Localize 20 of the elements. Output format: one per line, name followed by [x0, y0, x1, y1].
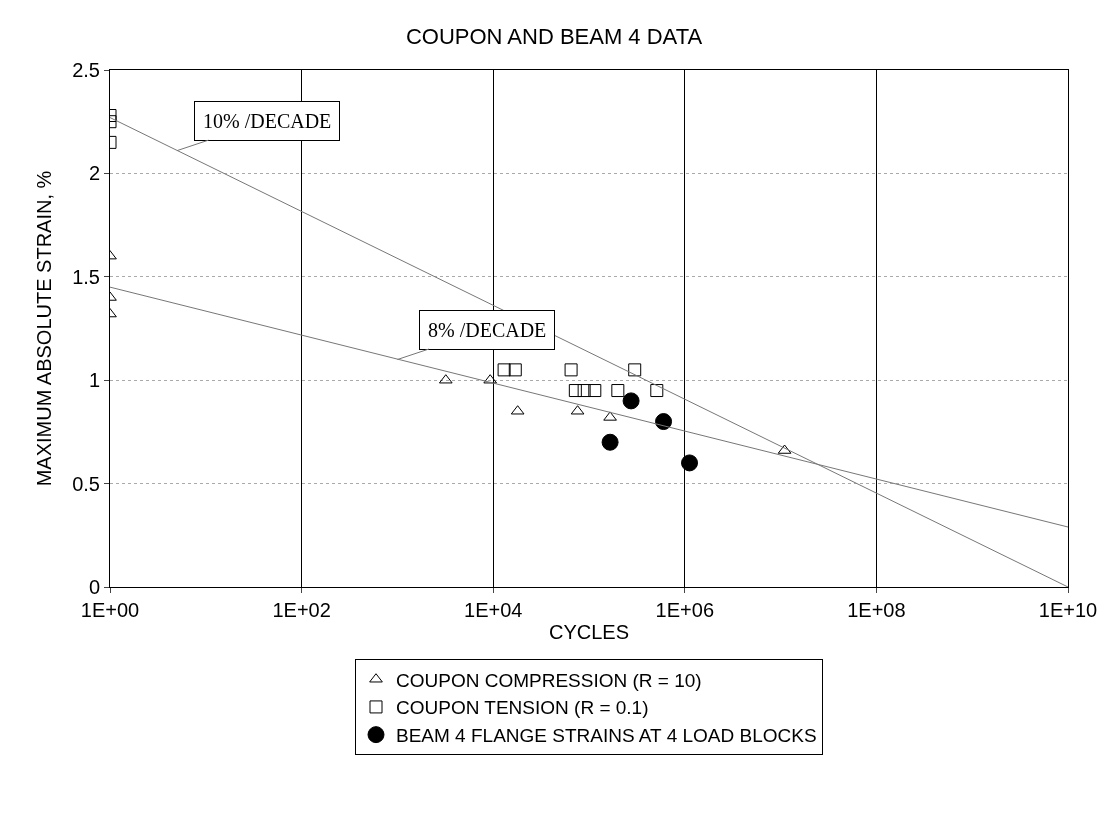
y-tick-label: 2	[88, 162, 100, 185]
legend-label: BEAM 4 FLANGE STRAINS AT 4 LOAD BLOCKS	[396, 725, 817, 747]
y-tick-label: 1	[88, 369, 100, 392]
y-tick-label: 2.5	[72, 59, 100, 81]
x-tick-label: 1E+04	[464, 599, 523, 621]
y-tick-label: 0.5	[72, 472, 100, 495]
x-axis-title: CYCLES	[548, 620, 630, 643]
legend-label: COUPON COMPRESSION (R = 10)	[396, 669, 702, 691]
x-tick-label: 1E+00	[80, 599, 140, 621]
legend-label: COUPON TENSION (R = 0.1)	[396, 697, 649, 719]
x-tick-label: 1E+02	[272, 599, 331, 621]
annotation: 8% /DECADE	[428, 319, 547, 341]
chart-title: COUPON AND BEAM 4 DATA	[405, 23, 703, 49]
y-axis-title: MAXIMUM ABSOLUTE STRAIN, %	[32, 170, 55, 487]
annotation: 10% /DECADE	[203, 110, 332, 132]
x-tick-label: 1E+06	[655, 599, 714, 621]
x-tick-label: 1E+08	[847, 599, 906, 621]
x-tick-label: 1E+10	[1038, 599, 1098, 621]
y-tick-label: 0	[88, 576, 100, 598]
y-tick-label: 1.5	[72, 265, 100, 288]
